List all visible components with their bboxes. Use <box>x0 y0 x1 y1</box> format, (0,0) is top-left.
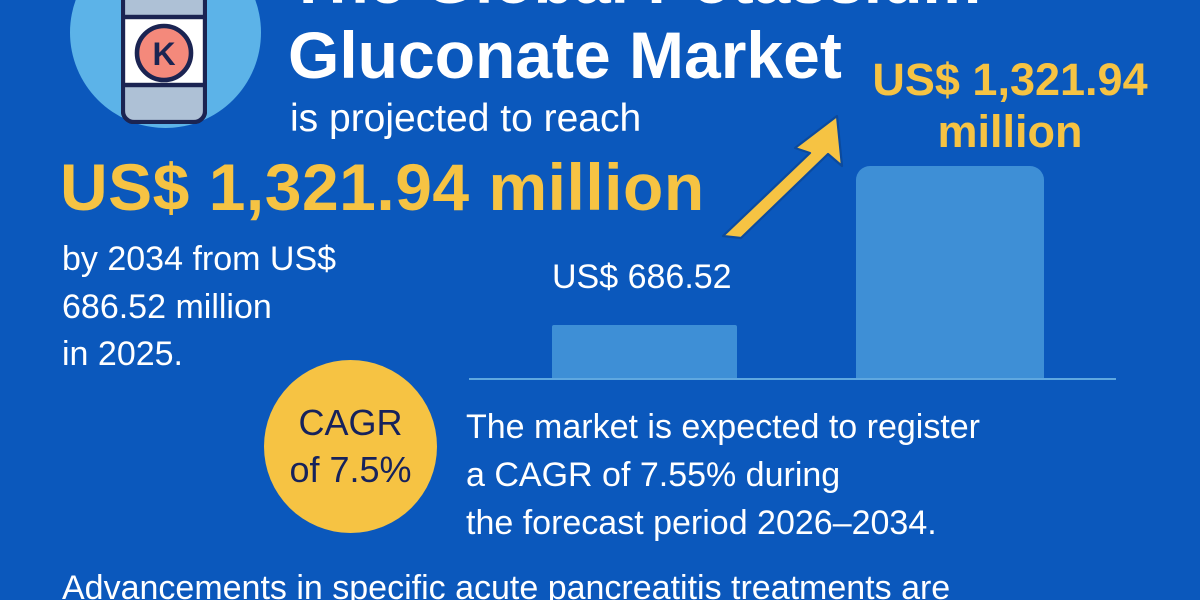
svg-text:K: K <box>152 36 175 72</box>
